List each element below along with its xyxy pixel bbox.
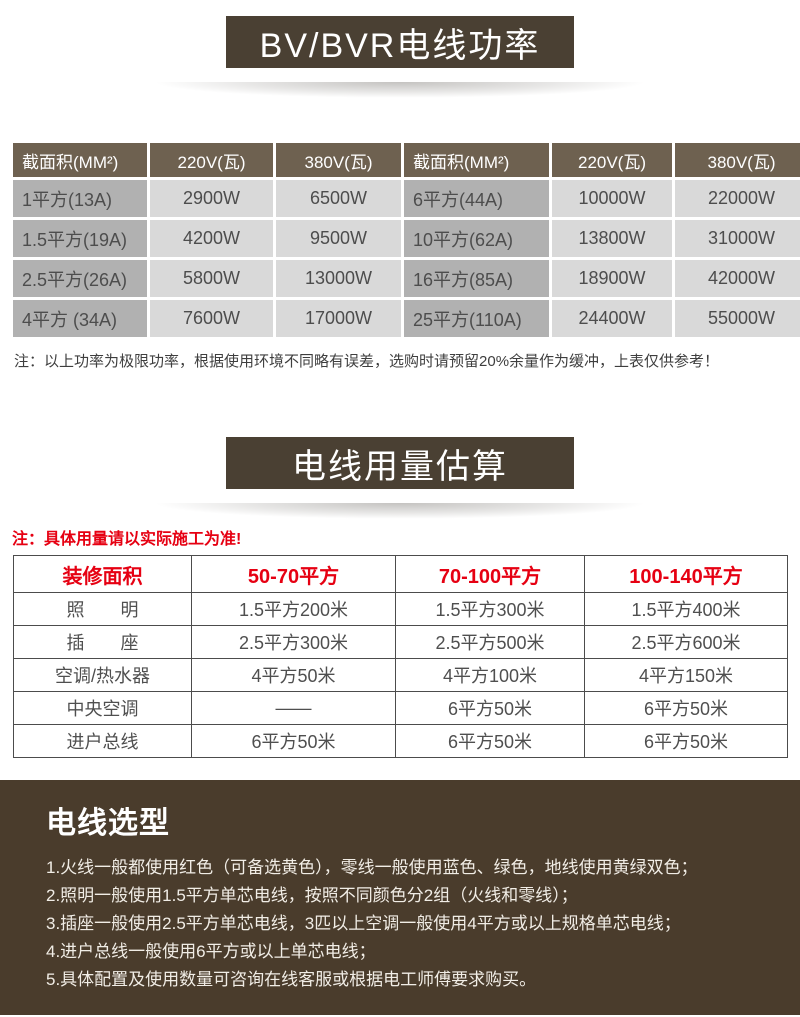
selection-item: 3.插座一般使用2.5平方单芯电线，3匹以上空调一般使用4平方或以上规格单芯电线…	[46, 914, 681, 933]
usage-value-cell: 2.5平方500米	[395, 625, 585, 659]
power-table-row: 1平方(13A) 2900W 6500W 6平方(44A) 10000W 220…	[13, 180, 800, 217]
usage-category-cell: 空调/热水器	[13, 658, 192, 692]
power-table-wrap: 截面积(MM²) 220V(瓦) 380V(瓦) 截面积(MM²) 220V(瓦…	[10, 140, 800, 340]
wire-selection-section: 电线选型 1.火线一般都使用红色（可备选黄色），零线一般使用蓝色、绿色，地线使用…	[0, 780, 800, 1015]
power-table-note: 注：以上功率为极限功率，根据使用环境不同略有误差，选购时请预留20%余量作为缓冲…	[14, 353, 720, 370]
usage-header-cell: 装修面积	[13, 555, 192, 593]
usage-table-row: 空调/热水器 4平方50米 4平方100米 4平方150米	[13, 658, 788, 692]
selection-item: 1.火线一般都使用红色（可备选黄色），零线一般使用蓝色、绿色，地线使用黄绿双色；	[46, 858, 698, 877]
usage-banner-title: 电线用量估算	[292, 447, 508, 486]
power-value-cell: 18900W	[552, 260, 672, 297]
usage-title-banner: 电线用量估算	[226, 437, 574, 489]
wire-size-cell: 2.5平方(26A)	[13, 260, 147, 297]
usage-table: 装修面积 50-70平方 70-100平方 100-140平方 照 明 1.5平…	[13, 555, 788, 758]
power-value-cell: 24400W	[552, 300, 672, 337]
power-value-cell: 55000W	[675, 300, 800, 337]
power-header-cell: 380V(瓦)	[276, 143, 401, 177]
power-value-cell: 42000W	[675, 260, 800, 297]
wire-size-cell: 1.5平方(19A)	[13, 220, 147, 257]
power-header-cell: 220V(瓦)	[150, 143, 273, 177]
usage-header-cell: 50-70平方	[191, 555, 396, 593]
power-value-cell: 17000W	[276, 300, 401, 337]
usage-value-cell: 1.5平方300米	[395, 592, 585, 626]
wire-size-cell: 6平方(44A)	[404, 180, 549, 217]
wire-size-cell: 4平方 (34A)	[13, 300, 147, 337]
power-value-cell: 5800W	[150, 260, 273, 297]
power-value-cell: 31000W	[675, 220, 800, 257]
usage-category-cell: 中央空调	[13, 691, 192, 725]
power-header-cell: 截面积(MM²)	[13, 143, 147, 177]
selection-item: 2.照明一般使用1.5平方单芯电线，按照不同颜色分2组（火线和零线）；	[46, 886, 578, 905]
power-header-cell: 截面积(MM²)	[404, 143, 549, 177]
usage-value-cell: 6平方50米	[395, 724, 585, 758]
usage-value-cell: 1.5平方400米	[584, 592, 788, 626]
selection-item: 5.具体配置及使用数量可咨询在线客服或根据电工师傅要求购买。	[46, 970, 537, 989]
usage-table-row: 插 座 2.5平方300米 2.5平方500米 2.5平方600米	[13, 625, 788, 659]
usage-value-cell: 6平方50米	[191, 724, 396, 758]
power-value-cell: 13800W	[552, 220, 672, 257]
power-header-cell: 220V(瓦)	[552, 143, 672, 177]
usage-note: 注：具体用量请以实际施工为准!	[12, 531, 242, 548]
selection-title: 电线选型	[46, 807, 170, 840]
power-table: 截面积(MM²) 220V(瓦) 380V(瓦) 截面积(MM²) 220V(瓦…	[10, 140, 800, 340]
power-table-row: 4平方 (34A) 7600W 17000W 25平方(110A) 24400W…	[13, 300, 800, 337]
power-value-cell: 22000W	[675, 180, 800, 217]
usage-value-cell: 6平方50米	[584, 724, 788, 758]
power-header-cell: 380V(瓦)	[675, 143, 800, 177]
usage-value-cell: ——	[191, 691, 396, 725]
wire-size-cell: 25平方(110A)	[404, 300, 549, 337]
usage-table-row: 进户总线 6平方50米 6平方50米 6平方50米	[13, 724, 788, 758]
selection-item: 4.进户总线一般使用6平方或以上单芯电线；	[46, 942, 376, 961]
wire-size-cell: 10平方(62A)	[404, 220, 549, 257]
usage-value-cell: 2.5平方600米	[584, 625, 788, 659]
usage-category-cell: 插 座	[13, 625, 192, 659]
power-value-cell: 9500W	[276, 220, 401, 257]
usage-header-cell: 70-100平方	[395, 555, 585, 593]
power-value-cell: 13000W	[276, 260, 401, 297]
usage-category-cell: 进户总线	[13, 724, 192, 758]
usage-header-cell: 100-140平方	[584, 555, 788, 593]
usage-value-cell: 2.5平方300米	[191, 625, 396, 659]
usage-category-cell: 照 明	[13, 592, 192, 626]
usage-value-cell: 4平方150米	[584, 658, 788, 692]
wire-size-cell: 16平方(85A)	[404, 260, 549, 297]
banner-shadow	[60, 82, 740, 104]
power-value-cell: 4200W	[150, 220, 273, 257]
wire-size-cell: 1平方(13A)	[13, 180, 147, 217]
usage-table-header-row: 装修面积 50-70平方 70-100平方 100-140平方	[13, 555, 788, 593]
power-table-header-row: 截面积(MM²) 220V(瓦) 380V(瓦) 截面积(MM²) 220V(瓦…	[13, 143, 800, 177]
usage-value-cell: 6平方50米	[395, 691, 585, 725]
power-table-row: 1.5平方(19A) 4200W 9500W 10平方(62A) 13800W …	[13, 220, 800, 257]
usage-value-cell: 4平方50米	[191, 658, 396, 692]
power-value-cell: 10000W	[552, 180, 672, 217]
usage-table-row: 中央空调 —— 6平方50米 6平方50米	[13, 691, 788, 725]
banner-shadow	[60, 503, 740, 525]
usage-table-row: 照 明 1.5平方200米 1.5平方300米 1.5平方400米	[13, 592, 788, 626]
power-banner-title: BV/BVR电线功率	[259, 26, 541, 65]
usage-value-cell: 6平方50米	[584, 691, 788, 725]
power-value-cell: 2900W	[150, 180, 273, 217]
power-title-banner: BV/BVR电线功率	[226, 16, 574, 68]
power-value-cell: 7600W	[150, 300, 273, 337]
usage-value-cell: 4平方100米	[395, 658, 585, 692]
usage-value-cell: 1.5平方200米	[191, 592, 396, 626]
power-value-cell: 6500W	[276, 180, 401, 217]
power-table-row: 2.5平方(26A) 5800W 13000W 16平方(85A) 18900W…	[13, 260, 800, 297]
